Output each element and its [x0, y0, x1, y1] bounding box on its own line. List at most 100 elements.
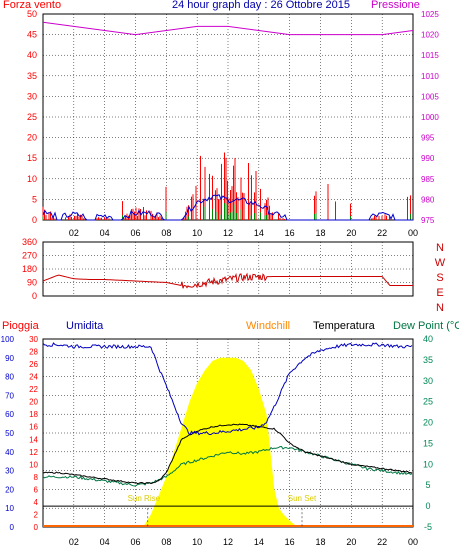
x-tick-label-top: 00 — [408, 228, 418, 238]
y-tick-left-top: 40 — [27, 50, 37, 60]
y-tick-right-top: 1000 — [421, 113, 439, 122]
x-tick-label-top: 18 — [315, 228, 325, 238]
pressure-line — [42, 21, 414, 36]
humidity-line — [42, 342, 413, 436]
y-tick-left-top: 25 — [27, 112, 37, 122]
avg-wind-line — [42, 194, 413, 221]
x-tick-label-bottom: 16 — [285, 537, 295, 547]
legend-pioggia: Pioggia — [2, 320, 39, 332]
y-tick-humidity: 60 — [5, 410, 14, 419]
x-tick-label-bottom: 10 — [192, 537, 202, 547]
y-tick-rain: 30 — [29, 335, 38, 344]
y-tick-rain: 20 — [29, 398, 38, 407]
y-tick-left-top: 50 — [27, 9, 37, 19]
compass-label: N — [436, 302, 444, 314]
x-tick-label-top: 20 — [346, 228, 356, 238]
y-tick-temp: 30 — [423, 376, 433, 386]
y-tick-humidity: 90 — [5, 354, 14, 363]
header-right-label: Pressione — [371, 0, 420, 11]
header-left-label: Forza vento — [3, 0, 62, 11]
x-tick-label-bottom: 04 — [100, 537, 110, 547]
y-tick-rain: 28 — [29, 348, 38, 357]
y-tick-rain: 2 — [34, 510, 39, 519]
y-tick-right-top: 1010 — [421, 72, 439, 81]
y-tick-rain: 0 — [34, 523, 39, 532]
y-tick-mid: 360 — [22, 237, 37, 247]
y-tick-mid: 0 — [32, 291, 37, 301]
legend-dewpoint: Dew Point (°C — [393, 320, 459, 332]
y-tick-temp: -5 — [424, 522, 432, 532]
y-tick-temp: 35 — [423, 355, 433, 365]
x-tick-label-top: 12 — [223, 228, 233, 238]
legend-temperatura: Temperatura — [313, 320, 375, 332]
compass-label: E — [436, 287, 443, 299]
y-tick-right-top: 1005 — [421, 92, 439, 101]
y-tick-temp: 20 — [423, 418, 433, 428]
x-tick-label-top: 14 — [254, 228, 264, 238]
y-tick-mid: 90 — [27, 278, 37, 288]
y-tick-left-top: 35 — [27, 71, 37, 81]
x-tick-label-bottom: 06 — [130, 537, 140, 547]
y-tick-right-top: 985 — [421, 175, 435, 184]
y-tick-temp: 40 — [423, 334, 433, 344]
y-tick-rain: 10 — [29, 460, 38, 469]
y-tick-rain: 14 — [29, 435, 38, 444]
x-tick-label-bottom: 18 — [315, 537, 325, 547]
x-tick-label-top: 02 — [69, 228, 79, 238]
y-tick-rain: 26 — [29, 360, 38, 369]
compass-label: N — [436, 242, 444, 254]
y-tick-right-top: 1025 — [421, 10, 439, 19]
y-tick-temp: 5 — [425, 480, 430, 490]
y-tick-humidity: 40 — [5, 448, 14, 457]
compass-label: S — [436, 272, 443, 284]
y-tick-right-top: 975 — [421, 216, 435, 225]
y-tick-humidity: 10 — [5, 504, 14, 513]
y-tick-humidity: 0 — [10, 523, 15, 532]
y-tick-humidity: 80 — [5, 373, 14, 382]
y-tick-left-top: 15 — [27, 153, 37, 163]
legend-windchill: Windchill — [246, 320, 291, 332]
y-tick-left-top: 10 — [27, 174, 37, 184]
sunrise-label: Sun Rise — [128, 494, 161, 503]
x-tick-label-bottom: 22 — [377, 537, 387, 547]
y-tick-rain: 12 — [29, 448, 38, 457]
y-tick-right-top: 1020 — [421, 31, 439, 40]
x-tick-label-bottom: 00 — [408, 537, 418, 547]
x-tick-label-top: 08 — [161, 228, 171, 238]
y-tick-left-top: 45 — [27, 30, 37, 40]
x-tick-label-top: 16 — [285, 228, 295, 238]
y-tick-right-top: 995 — [421, 134, 435, 143]
x-tick-label-bottom: 12 — [223, 537, 233, 547]
y-tick-left-top: 0 — [32, 215, 37, 225]
legend-umidita: Umidita — [66, 320, 104, 332]
y-tick-humidity: 100 — [1, 335, 15, 344]
y-tick-humidity: 20 — [5, 485, 14, 494]
y-tick-humidity: 30 — [5, 467, 14, 476]
x-tick-label-bottom: 02 — [69, 537, 79, 547]
y-tick-rain: 6 — [34, 485, 39, 494]
y-tick-humidity: 50 — [5, 429, 14, 438]
x-tick-label-bottom: 14 — [254, 537, 264, 547]
y-tick-rain: 8 — [34, 473, 39, 482]
chart-title: 24 hour graph day : 26 Ottobre 2015 — [172, 0, 350, 11]
y-tick-left-top: 20 — [27, 133, 37, 143]
solar-area — [143, 357, 298, 527]
y-tick-rain: 16 — [29, 423, 38, 432]
y-tick-rain: 4 — [34, 498, 39, 507]
y-tick-right-top: 980 — [421, 195, 435, 204]
y-tick-right-top: 990 — [421, 154, 435, 163]
y-tick-temp: 15 — [423, 438, 433, 448]
y-tick-mid: 180 — [22, 264, 37, 274]
y-tick-temp: 0 — [425, 501, 430, 511]
y-tick-right-top: 1015 — [421, 51, 439, 60]
x-tick-label-bottom: 08 — [161, 537, 171, 547]
sunset-label: Sun Set — [288, 494, 317, 503]
x-tick-label-top: 10 — [192, 228, 202, 238]
y-tick-rain: 22 — [29, 385, 38, 394]
y-tick-left-top: 30 — [27, 91, 37, 101]
temperature-line — [42, 423, 413, 485]
x-tick-label-bottom: 20 — [346, 537, 356, 547]
x-tick-label-top: 22 — [377, 228, 387, 238]
